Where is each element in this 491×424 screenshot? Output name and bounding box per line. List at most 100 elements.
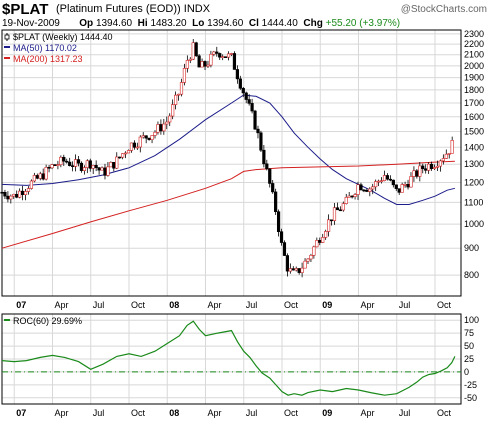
candle-body (0, 191, 4, 194)
candle-body (321, 237, 325, 243)
close-label: Cl (248, 18, 259, 29)
price-y-tick-label: 800 (464, 270, 479, 280)
change-label: Chg (303, 18, 323, 29)
price-y-tick-label: 2300 (464, 29, 484, 39)
candle-body (35, 175, 39, 179)
candle-body (253, 110, 257, 130)
candle-body (15, 193, 19, 198)
candle-body (85, 160, 89, 168)
candle-body (262, 149, 266, 165)
price-x-tick-label: 08 (169, 300, 179, 310)
candle-body (226, 53, 231, 58)
roc-frame (1, 313, 462, 405)
candle-body (76, 159, 81, 164)
roc-x-tick-label: Apr (54, 408, 68, 418)
candle-body (329, 219, 334, 222)
candle-body (326, 219, 331, 232)
candle-body (132, 142, 137, 148)
roc-y-tick-label: 50 (464, 341, 474, 351)
price-x-tick-label: Jul (246, 300, 258, 310)
candle-body (144, 135, 148, 139)
candle-body (179, 82, 184, 95)
price-y-tick-label: 1000 (464, 219, 484, 229)
ma-line-ma50 (1, 94, 456, 205)
candle-body (362, 189, 366, 192)
candle-body (309, 255, 313, 260)
roc-x-tick-label: Oct (437, 408, 452, 418)
candle-body (6, 195, 10, 200)
candle-body (288, 268, 292, 272)
roc-y-tick-label: 0 (464, 367, 469, 377)
candle-body (335, 207, 340, 211)
candle-body (394, 184, 398, 189)
high-value: 1483.20 (150, 18, 187, 29)
candle-body (300, 267, 304, 273)
candle-body (153, 131, 157, 136)
roc-x-tick-label: Oct (131, 408, 146, 418)
price-x-tick-label: Apr (207, 300, 221, 310)
candle-body (53, 164, 57, 166)
price-y-tick-label: 1500 (464, 127, 484, 137)
candle-body (68, 161, 72, 166)
roc-y-tick-label: 75 (464, 328, 474, 338)
candle-body (385, 175, 390, 180)
candle-body (94, 165, 98, 169)
high-label: Hi (137, 18, 148, 29)
roc-y-tick-label: -50 (464, 393, 477, 403)
candle-body (221, 56, 225, 58)
price-legend-entry: MA(200) 1317.23 (13, 54, 83, 64)
candle-body (171, 104, 175, 117)
candle-body (441, 158, 445, 162)
candle-body (415, 170, 419, 177)
candle-body (168, 115, 172, 123)
price-x-tick-label: 09 (322, 300, 332, 310)
roc-x-tick-label: 08 (169, 408, 179, 418)
candle-body (282, 242, 287, 256)
candle-body (427, 163, 431, 171)
price-y-tick-label: 2000 (464, 61, 484, 71)
candle-body (359, 184, 363, 191)
candle-body (97, 167, 101, 171)
legend-candle-body (4, 34, 10, 40)
candle-body (62, 156, 66, 162)
candle-body (115, 156, 119, 169)
candle-body (123, 152, 128, 155)
candle-body (26, 188, 31, 192)
candle-body (259, 132, 263, 151)
candle-body (435, 165, 440, 168)
candle-body (315, 240, 319, 248)
candle-body (112, 162, 116, 169)
candle-body (409, 176, 413, 188)
candle-body (229, 53, 234, 55)
candle-body (59, 156, 63, 165)
candle-body (197, 55, 201, 68)
candle-body (256, 128, 260, 134)
candle-body (447, 153, 451, 155)
roc-line (1, 320, 456, 396)
change-value: +55.20 (+3.97%) (325, 18, 401, 29)
candle-body (268, 168, 272, 184)
candle-body (162, 123, 166, 132)
candle-body (200, 61, 204, 68)
candle-body (341, 203, 345, 211)
candle-body (47, 166, 51, 169)
candle-body (65, 160, 69, 163)
candle-body (182, 68, 187, 83)
price-x-tick-label: Apr (360, 300, 374, 310)
roc-x-tick-label: Jul (93, 408, 105, 418)
candle-body (429, 163, 434, 169)
roc-y-tick-label: -25 (464, 380, 477, 390)
candle-body (374, 181, 378, 188)
price-x-tick-label: Oct (284, 300, 299, 310)
candle-body (100, 167, 104, 171)
candle-body (274, 191, 278, 212)
price-legend-entry: MA(50) 1170.02 (13, 43, 77, 53)
candle-body (424, 168, 428, 171)
price-x-tick-label: Oct (131, 300, 146, 310)
candle-body (118, 156, 122, 159)
candle-body (291, 268, 295, 271)
candle-body (371, 186, 375, 190)
open-label: Op (79, 18, 94, 29)
candle-body (209, 53, 213, 66)
candle-body (382, 175, 387, 181)
